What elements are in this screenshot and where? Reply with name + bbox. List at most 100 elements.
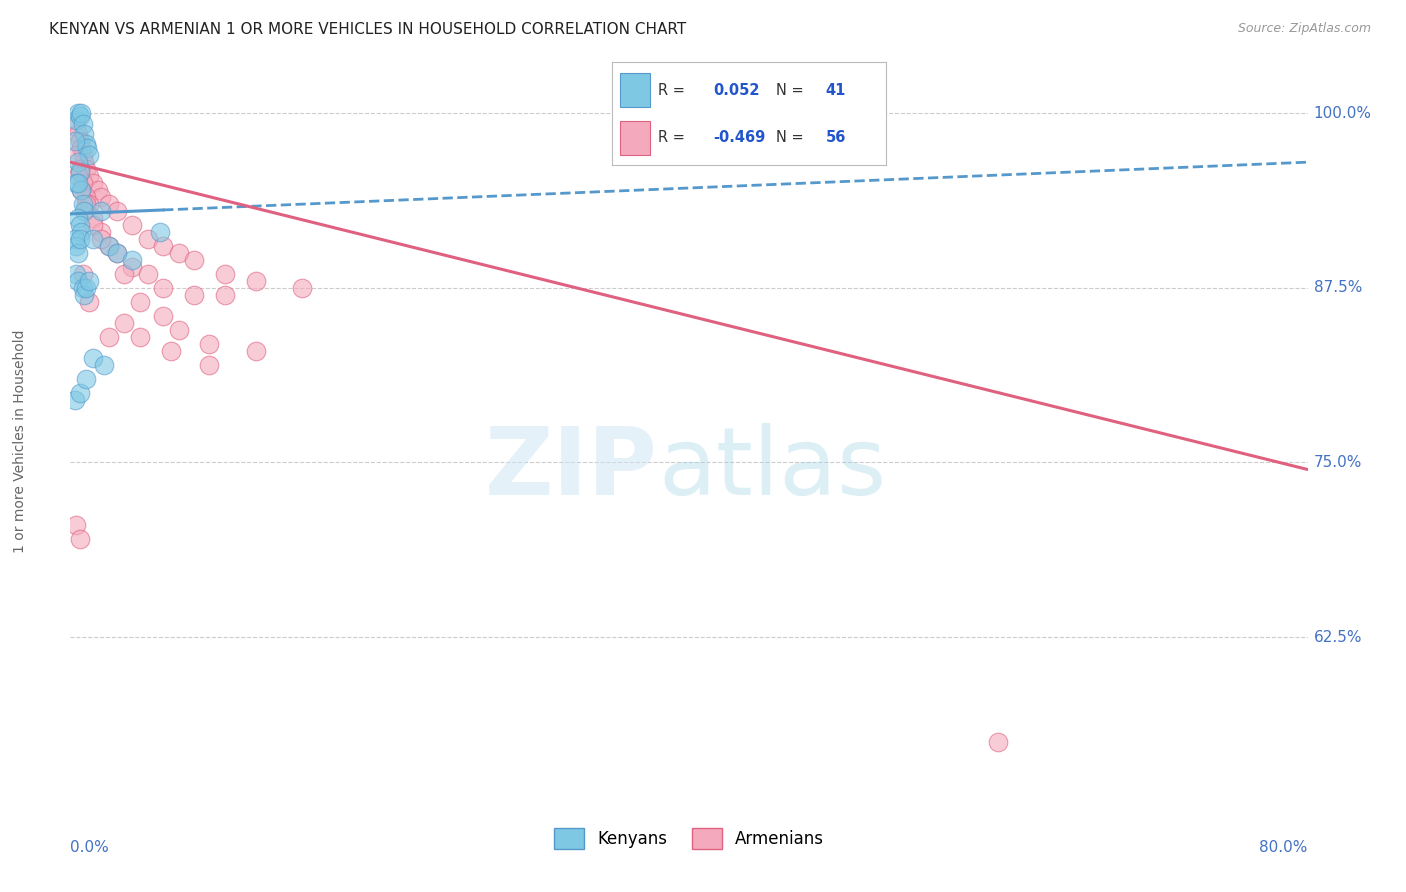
Text: 1 or more Vehicles in Household: 1 or more Vehicles in Household [13, 330, 27, 553]
Point [82, 232, 105, 246]
Point [72, 267, 94, 281]
Text: R =: R = [658, 83, 685, 97]
Point [70, 141, 93, 155]
Point [75, 190, 97, 204]
Point [129, 294, 152, 309]
Point [114, 316, 135, 330]
Point [67, 246, 90, 260]
Text: Source: ZipAtlas.com: Source: ZipAtlas.com [1237, 22, 1371, 36]
Point [82, 211, 105, 225]
Text: 75.0%: 75.0% [1313, 455, 1362, 470]
Point [67, 211, 90, 225]
Point [63, 392, 86, 407]
Text: R =: R = [658, 130, 685, 145]
Text: atlas: atlas [658, 424, 886, 516]
Point [63, 232, 86, 246]
Point [65, 518, 87, 533]
Point [70, 183, 93, 197]
Point [98, 239, 120, 253]
Point [82, 176, 105, 190]
Point [72, 118, 94, 132]
Text: KENYAN VS ARMENIAN 1 OR MORE VEHICLES IN HOUSEHOLD CORRELATION CHART: KENYAN VS ARMENIAN 1 OR MORE VEHICLES IN… [49, 22, 686, 37]
Point [198, 358, 221, 372]
Point [114, 267, 135, 281]
Text: 0.0%: 0.0% [70, 839, 110, 855]
Text: -0.469: -0.469 [713, 130, 765, 145]
Point [105, 246, 128, 260]
Point [75, 197, 97, 211]
Point [72, 281, 94, 295]
Point [136, 232, 159, 246]
Point [121, 218, 143, 232]
Point [63, 134, 86, 148]
Point [73, 204, 96, 219]
Point [160, 343, 183, 358]
Point [70, 225, 93, 239]
Point [72, 197, 94, 211]
Point [214, 267, 236, 281]
Point [73, 288, 96, 302]
Point [75, 372, 97, 386]
Point [183, 288, 205, 302]
Bar [620, 121, 650, 155]
Point [69, 385, 91, 400]
Point [93, 358, 115, 372]
Point [67, 127, 90, 141]
Point [69, 533, 91, 547]
Point [77, 169, 100, 183]
Point [149, 225, 172, 239]
Point [98, 330, 120, 344]
Point [72, 176, 94, 190]
Text: 41: 41 [825, 83, 846, 97]
Point [77, 197, 100, 211]
Point [67, 106, 90, 120]
Point [67, 176, 90, 190]
Point [70, 183, 93, 197]
Point [69, 218, 91, 232]
Point [72, 148, 94, 162]
Text: 100.0%: 100.0% [1313, 106, 1372, 120]
Point [75, 281, 97, 295]
Text: 62.5%: 62.5% [1313, 630, 1362, 645]
Point [69, 165, 91, 179]
Point [65, 148, 87, 162]
Point [121, 252, 143, 267]
Point [67, 274, 90, 288]
Point [73, 155, 96, 169]
Point [152, 309, 174, 323]
Text: 0.052: 0.052 [713, 83, 759, 97]
Text: 56: 56 [825, 130, 846, 145]
Point [105, 246, 128, 260]
Point [77, 294, 100, 309]
Point [98, 239, 120, 253]
Point [152, 281, 174, 295]
Point [129, 330, 152, 344]
Point [987, 735, 1010, 749]
Point [70, 106, 93, 120]
Point [67, 155, 90, 169]
Text: 87.5%: 87.5% [1313, 280, 1362, 295]
Point [69, 232, 91, 246]
Bar [620, 73, 650, 106]
Point [167, 246, 190, 260]
Point [87, 183, 110, 197]
Point [75, 136, 97, 151]
Point [245, 343, 267, 358]
Point [65, 239, 87, 253]
Point [214, 288, 236, 302]
Point [77, 274, 100, 288]
Legend: Kenyans, Armenians: Kenyans, Armenians [547, 822, 831, 855]
Point [167, 323, 190, 337]
Point [76, 141, 98, 155]
Point [65, 176, 87, 190]
Point [136, 267, 159, 281]
Point [291, 281, 314, 295]
Point [69, 109, 91, 123]
Point [75, 162, 97, 177]
Point [245, 274, 267, 288]
Text: 80.0%: 80.0% [1260, 839, 1308, 855]
Point [105, 204, 128, 219]
Text: N =: N = [776, 130, 804, 145]
Point [90, 190, 112, 204]
Point [98, 197, 120, 211]
